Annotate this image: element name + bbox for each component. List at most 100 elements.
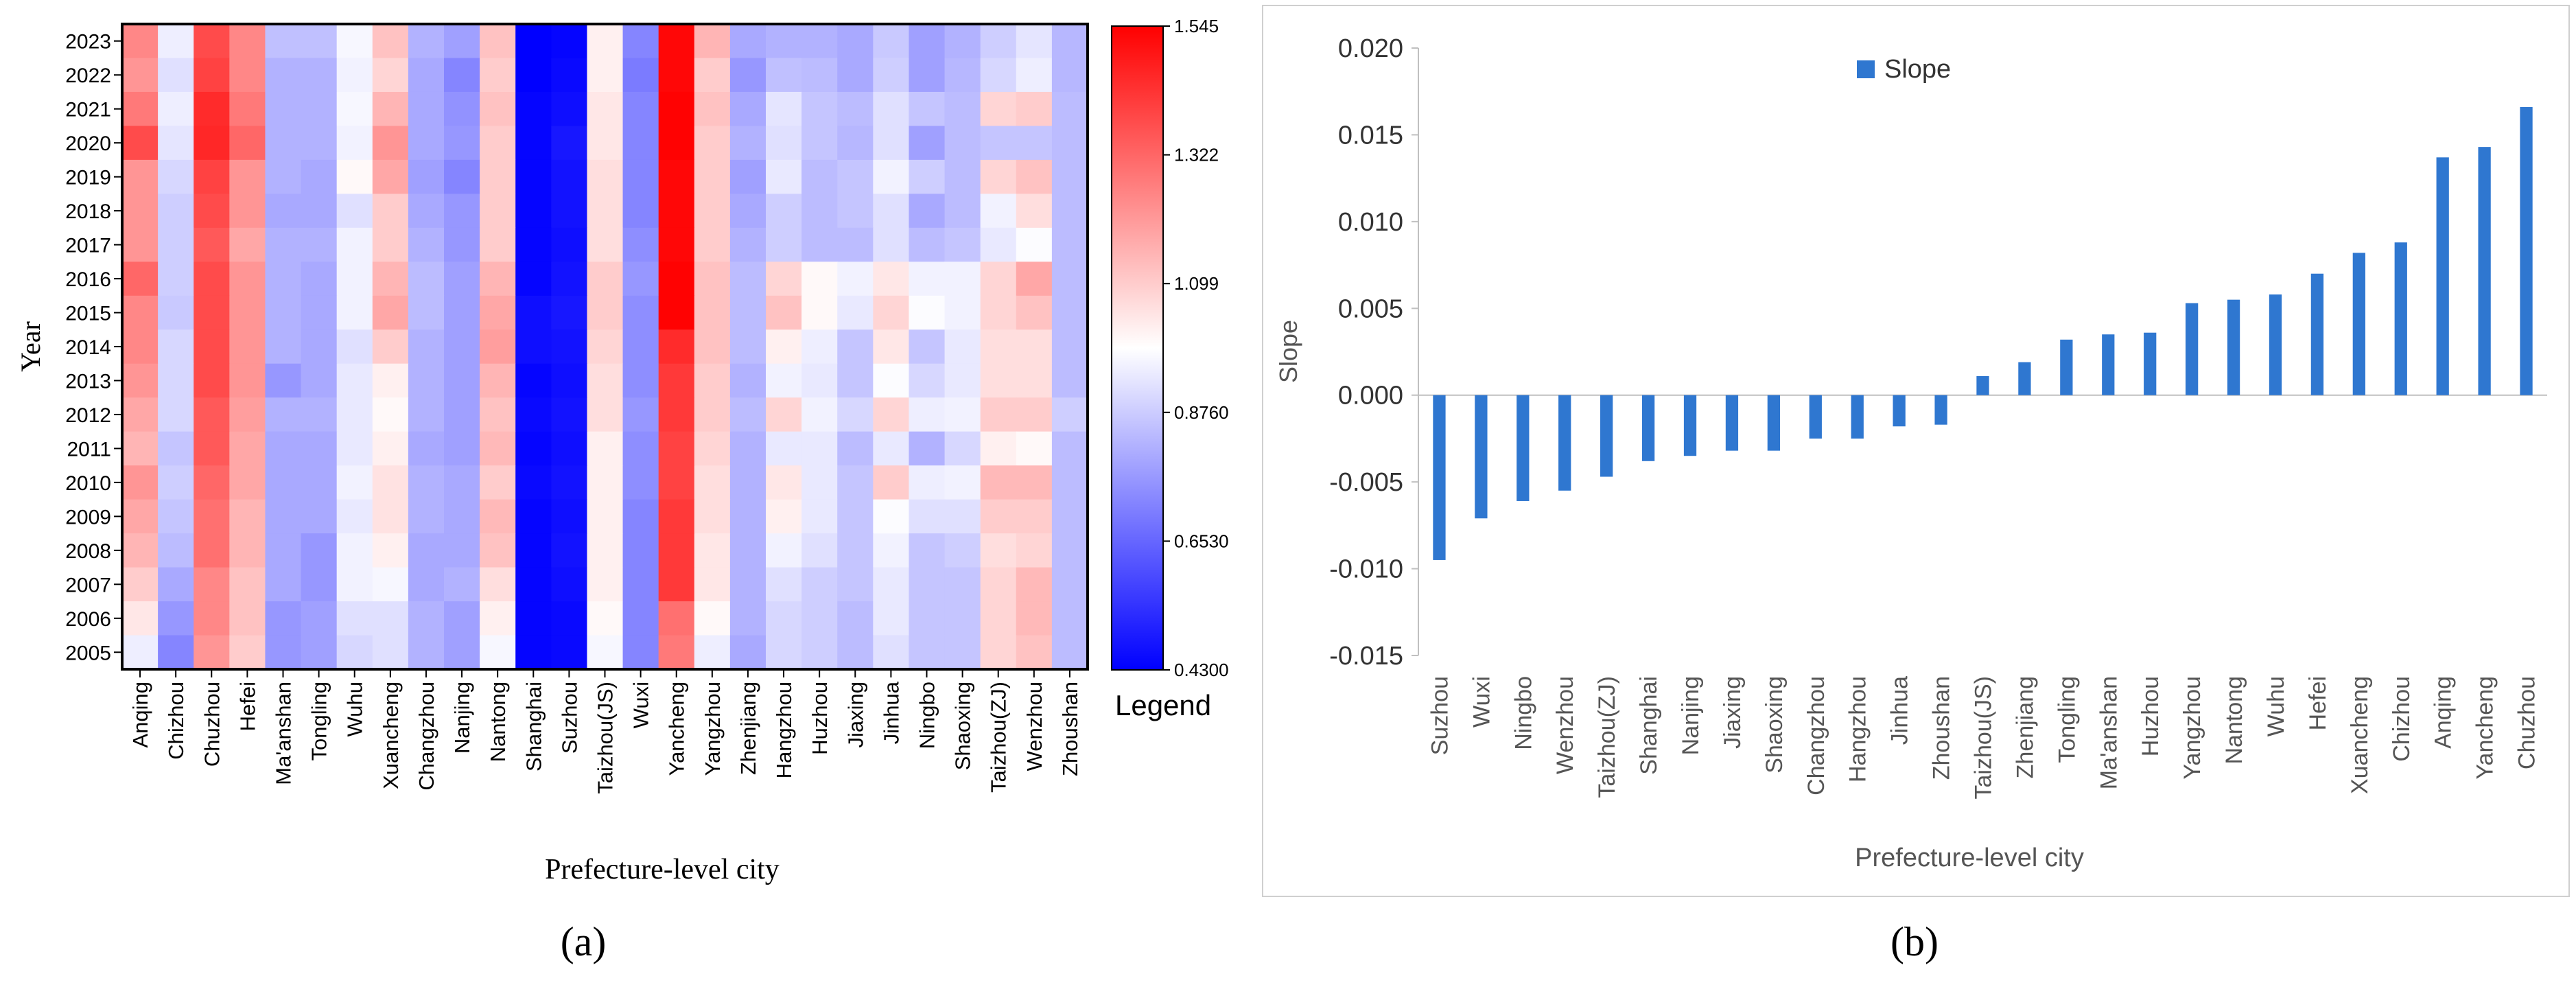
heatmap-cell — [194, 58, 230, 93]
bar-chart-x-tick-label: Zhenjiang — [2012, 676, 2038, 778]
heatmap-cell — [194, 533, 230, 568]
heatmap-cell — [658, 465, 695, 500]
heatmap-cell — [909, 126, 946, 161]
heatmap-x-tick-label: Wuhu — [343, 682, 367, 736]
heatmap-cell — [229, 567, 266, 602]
heatmap-cell — [587, 295, 624, 330]
heatmap-cell — [408, 363, 445, 398]
bar — [1558, 395, 1571, 491]
heatmap-cell — [336, 295, 373, 330]
heatmap-cell — [265, 431, 302, 466]
bar-chart-x-tick-label: Taizhou(JS) — [1971, 676, 1997, 800]
heatmap-cell — [408, 194, 445, 229]
heatmap-cell — [1016, 91, 1053, 127]
heatmap-cell — [694, 194, 731, 229]
heatmap-cell — [158, 194, 194, 229]
heatmap-cell — [658, 194, 695, 229]
heatmap-cell — [587, 262, 624, 297]
heatmap-cell — [729, 431, 766, 466]
colorbar-tick-label: 0.4300 — [1174, 660, 1229, 680]
heatmap-cell — [729, 126, 766, 161]
heatmap-cell — [837, 601, 874, 636]
heatmap-cell — [515, 295, 552, 330]
heatmap-cell — [1051, 126, 1088, 161]
heatmap-y-tick-label: 2006 — [65, 608, 111, 631]
bar-chart-panel: 0.020 0.015 0.010 0.005 0.000 -0.005 -0.010 -0.… — [1262, 5, 2570, 897]
heatmap-cell — [158, 635, 194, 670]
heatmap-cell — [265, 24, 302, 59]
colorbar-ticks: 1.545 1.322 1.099 0.8760 0.6530 0.4300 — [1163, 16, 1229, 680]
heatmap-cell — [694, 567, 731, 602]
bar-chart-y-tick-label: -0.015 — [1329, 642, 1403, 671]
heatmap-cell — [158, 533, 194, 568]
bar — [2060, 339, 2073, 395]
heatmap-cell — [194, 126, 230, 161]
heatmap-cell — [729, 262, 766, 297]
colorbar-tick-label: 1.322 — [1174, 145, 1219, 165]
heatmap-cell — [122, 329, 159, 364]
heatmap-cell — [944, 601, 981, 636]
heatmap-cell — [622, 533, 659, 568]
heatmap-cell — [122, 499, 159, 534]
heatmap-cell — [801, 533, 838, 568]
heatmap-cell — [873, 431, 910, 466]
heatmap-cell — [801, 159, 838, 194]
heatmap-cell — [408, 329, 445, 364]
heatmap-cell — [265, 159, 302, 194]
heatmap-cell — [265, 295, 302, 330]
heatmap-cell — [1016, 567, 1053, 602]
heatmap-y-tick-label: 2018 — [65, 200, 111, 223]
heatmap-x-tick-label: Wuxi — [629, 682, 653, 728]
heatmap-cell — [515, 159, 552, 194]
panel-label-b: (b) — [1890, 919, 1939, 964]
heatmap-cell — [837, 58, 874, 93]
bar-chart-x-tick-label: Xuancheng — [2347, 676, 2373, 794]
heatmap-cell — [837, 363, 874, 398]
heatmap-cell — [122, 431, 159, 466]
heatmap-cell — [909, 227, 946, 262]
heatmap-y-tick-label: 2010 — [65, 472, 111, 495]
heatmap-cell — [372, 465, 409, 500]
heatmap-cell — [909, 465, 946, 500]
heatmap-cell — [158, 58, 194, 93]
heatmap-cell — [515, 465, 552, 500]
heatmap-cell — [444, 227, 480, 262]
heatmap-y-tick-label: 2005 — [65, 642, 111, 664]
heatmap-cell — [622, 295, 659, 330]
heatmap-cell — [336, 431, 373, 466]
heatmap-cell — [122, 227, 159, 262]
heatmap-cell — [944, 635, 981, 670]
bar — [2018, 362, 2031, 395]
bar-chart-x-tick-label: Huzhou — [2138, 676, 2164, 756]
bar-chart-x-tick-label: Jinhua — [1887, 676, 1913, 745]
bar-chart-x-tick-label: Anqing — [2431, 676, 2457, 749]
heatmap-cell — [301, 58, 338, 93]
heatmap-cell — [1051, 91, 1088, 127]
heatmap-cell — [265, 262, 302, 297]
heatmap-cell — [694, 465, 731, 500]
heatmap-cell — [980, 126, 1017, 161]
heatmap-cell — [551, 159, 588, 194]
heatmap-cell — [515, 363, 552, 398]
heatmap-cell — [622, 329, 659, 364]
heatmap-cell — [480, 533, 516, 568]
heatmap-cell — [587, 58, 624, 93]
bar — [2227, 299, 2240, 395]
heatmap-cell — [265, 465, 302, 500]
heatmap-cell — [1016, 295, 1053, 330]
heatmap-cell — [766, 295, 802, 330]
heatmap-cell — [301, 91, 338, 127]
legend-label: Slope — [1884, 55, 1951, 84]
heatmap-cell — [658, 431, 695, 466]
bar-chart-x-tick-label: Hangzhou — [1845, 676, 1871, 782]
heatmap-cell — [301, 262, 338, 297]
bar — [1851, 395, 1864, 439]
heatmap-cell — [1016, 227, 1053, 262]
heatmap-cell — [658, 295, 695, 330]
heatmap-cell — [622, 431, 659, 466]
heatmap-cell — [336, 635, 373, 670]
heatmap-cell — [766, 24, 802, 59]
heatmap-cell — [158, 227, 194, 262]
heatmap-cell — [122, 295, 159, 330]
heatmap-cell — [873, 635, 910, 670]
